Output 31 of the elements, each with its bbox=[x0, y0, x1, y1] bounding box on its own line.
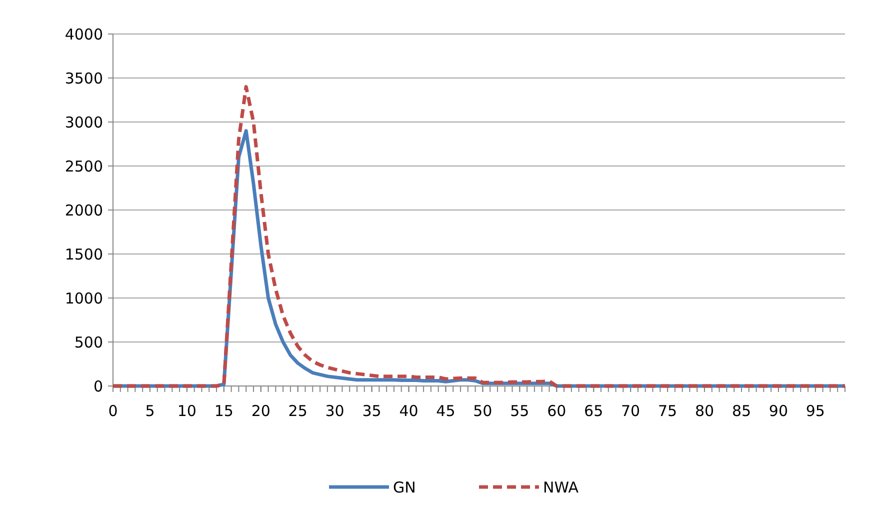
x-tick-label: 15 bbox=[214, 402, 234, 420]
legend-label: NWA bbox=[543, 478, 580, 496]
x-tick-label: 20 bbox=[251, 402, 270, 420]
y-tick-label: 2000 bbox=[64, 201, 103, 220]
x-tick-label: 80 bbox=[694, 402, 714, 420]
legend-label: GN bbox=[393, 478, 416, 496]
x-tick-label: 0 bbox=[108, 402, 118, 420]
x-tick-label: 5 bbox=[145, 402, 155, 420]
x-tick-label: 65 bbox=[584, 402, 604, 420]
y-tick-label: 1000 bbox=[64, 289, 103, 308]
x-tick-label: 25 bbox=[288, 402, 308, 420]
x-tick-label: 75 bbox=[658, 402, 678, 420]
y-tick-label: 2500 bbox=[64, 157, 103, 176]
y-tick-label: 3500 bbox=[64, 69, 103, 88]
y-tick-label: 3000 bbox=[64, 113, 103, 132]
x-tick-label: 90 bbox=[768, 402, 788, 420]
x-tick-label: 30 bbox=[325, 402, 344, 420]
y-tick-label: 0 bbox=[93, 377, 103, 396]
x-tick-label: 50 bbox=[473, 402, 492, 420]
x-tick-label: 85 bbox=[732, 402, 752, 420]
y-tick-label: 500 bbox=[74, 333, 103, 352]
x-tick-label: 35 bbox=[362, 402, 382, 420]
x-tick-label: 95 bbox=[806, 402, 825, 420]
y-tick-label: 4000 bbox=[64, 25, 103, 44]
x-tick-label: 55 bbox=[510, 402, 530, 420]
y-tick-label: 1500 bbox=[64, 245, 103, 264]
x-tick-label: 40 bbox=[399, 402, 418, 420]
x-tick-label: 45 bbox=[436, 402, 456, 420]
x-tick-label: 70 bbox=[621, 402, 640, 420]
x-tick-label: 60 bbox=[547, 402, 566, 420]
x-tick-label: 10 bbox=[177, 402, 196, 420]
